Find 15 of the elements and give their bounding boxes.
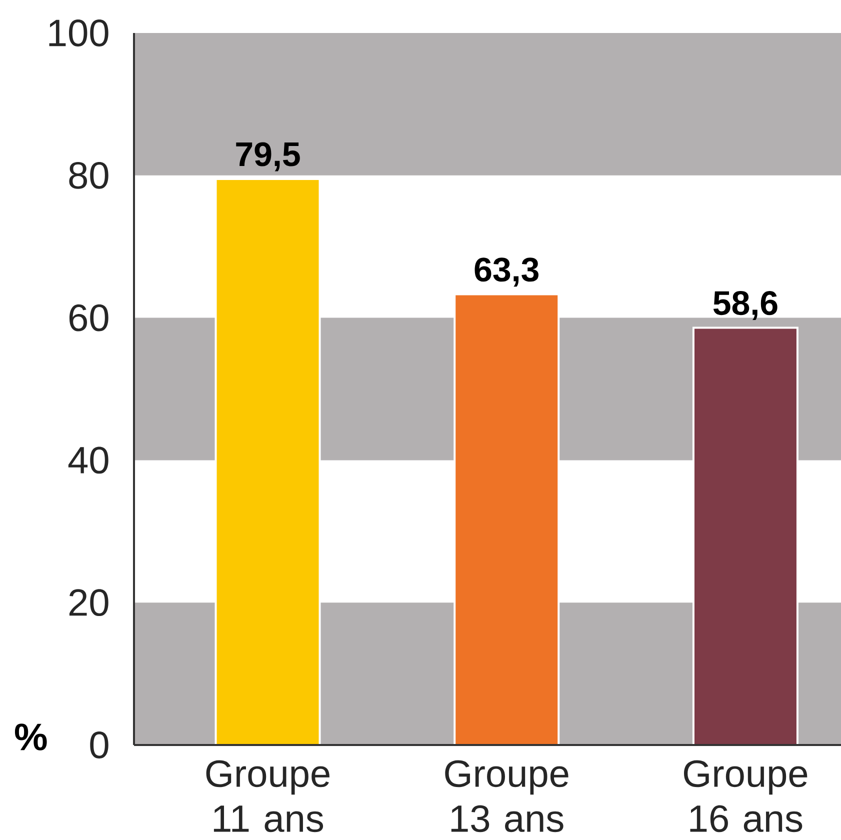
y-tick-label: 40 (68, 446, 108, 474)
x-tick-label: Groupe 11 ans (206, 760, 330, 832)
data-label: 63,3 (474, 258, 538, 287)
y-tick-label: 0 (90, 732, 108, 758)
y-tick-label: 100 (49, 20, 108, 46)
x-tick-label: Groupe 16 ans (684, 760, 808, 832)
data-label: 79,5 (236, 142, 300, 172)
x-tick-label: Groupe 13 ans (445, 760, 568, 832)
y-tick-label: 60 (69, 304, 108, 332)
y-axis-title: % (14, 724, 47, 750)
y-tick-label: 80 (69, 162, 108, 189)
bar (692, 326, 798, 746)
data-label: 58,6 (713, 291, 778, 320)
bar (454, 293, 560, 746)
y-tick-label: 20 (69, 589, 108, 616)
